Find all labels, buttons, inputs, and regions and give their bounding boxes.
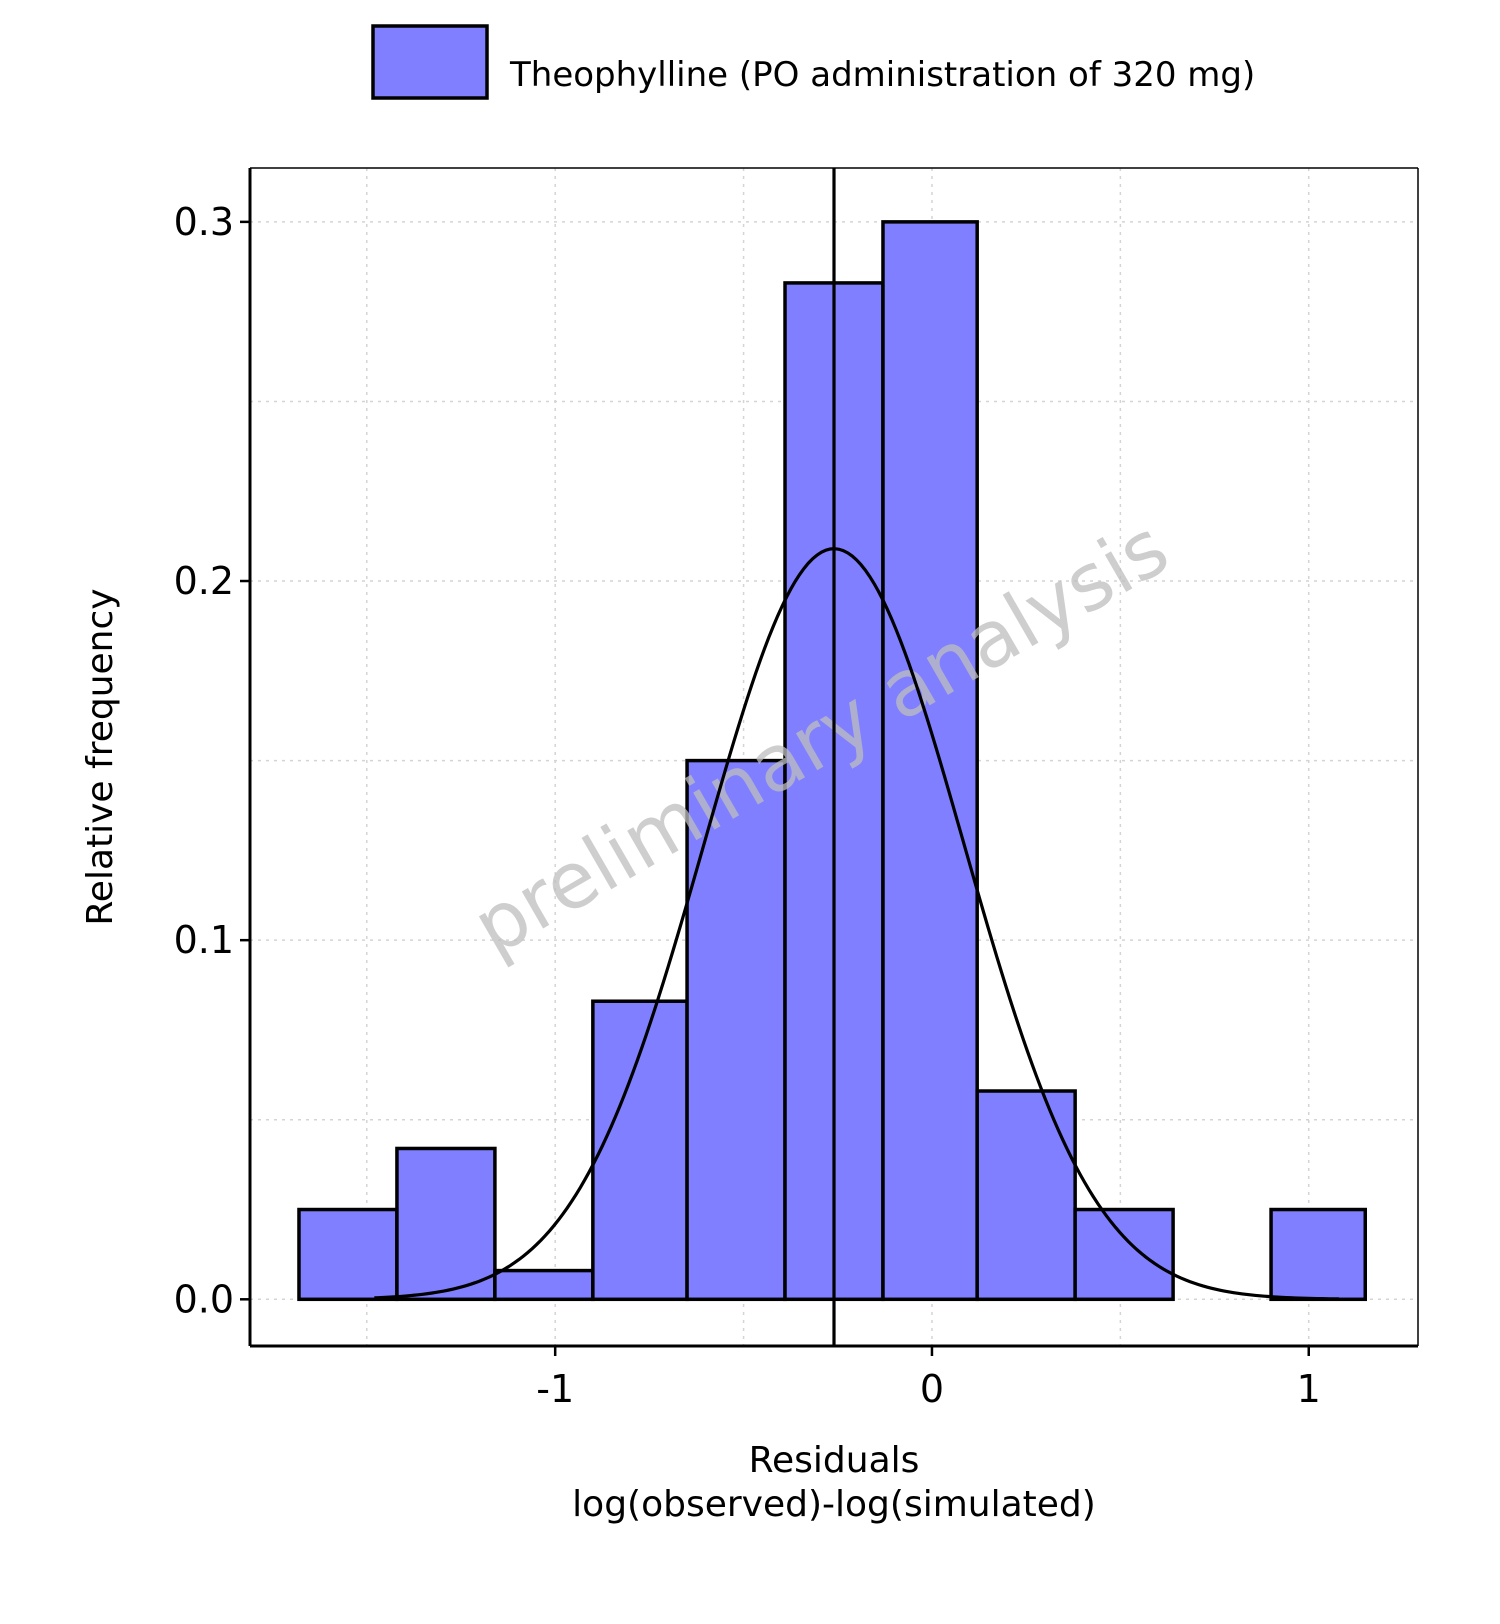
y-axis-title: Relative frequency xyxy=(80,588,121,925)
histogram-bar xyxy=(1269,1207,1368,1302)
y-tick-labels: 0.0 0.1 0.2 0.3 xyxy=(174,200,234,1321)
histogram-bar xyxy=(881,220,979,1302)
legend-label: Theophylline (PO administration of 320 m… xyxy=(509,55,1255,95)
histogram-bar xyxy=(591,999,689,1302)
x-axis-title-line: log(observed)-log(simulated) xyxy=(572,1484,1096,1525)
y-tick-label: 0.0 xyxy=(174,1277,234,1321)
x-tick-labels: -1 0 1 xyxy=(536,1367,1321,1411)
legend: Theophylline (PO administration of 320 m… xyxy=(371,24,1255,100)
histogram-bar xyxy=(493,1268,595,1302)
histogram-bar xyxy=(297,1207,399,1302)
y-tick-label: 0.1 xyxy=(174,918,234,962)
y-tick-label: 0.3 xyxy=(174,200,234,244)
normal-curve xyxy=(374,547,1339,1301)
histogram-bars xyxy=(297,220,1368,1302)
x-tick-label: -1 xyxy=(536,1367,574,1411)
histogram-bar xyxy=(975,1089,1077,1302)
x-axis-title: Residuals log(observed)-log(simulated) xyxy=(572,1440,1096,1525)
x-tick-label: 0 xyxy=(920,1367,944,1411)
y-tick-label: 0.2 xyxy=(174,559,234,603)
x-tick-label: 1 xyxy=(1297,1367,1321,1411)
legend-swatch xyxy=(371,24,489,100)
histogram-bar xyxy=(1073,1207,1175,1302)
histogram-bar xyxy=(395,1146,497,1302)
x-axis-title-line: Residuals xyxy=(749,1440,920,1481)
histogram-bar xyxy=(685,758,787,1302)
axes xyxy=(240,167,1419,1356)
